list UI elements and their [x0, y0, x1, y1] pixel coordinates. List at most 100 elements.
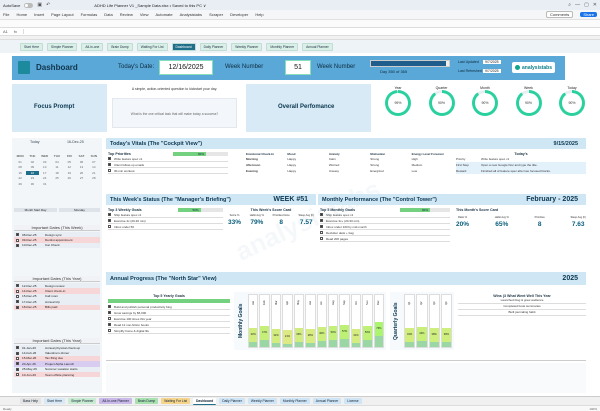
menu-automate[interactable]: Automate	[155, 12, 173, 17]
calendar-day[interactable]: 17	[43, 170, 47, 175]
checkbox[interactable]	[320, 213, 323, 216]
sheet-tab[interactable]: Start Here	[44, 398, 66, 404]
menu-page-layout[interactable]: Page Layout	[51, 12, 74, 17]
checklist-item[interactable]: 30-min workout	[108, 168, 228, 174]
checkbox[interactable]	[16, 284, 19, 288]
checkbox[interactable]	[16, 351, 19, 355]
checkbox[interactable]	[108, 317, 111, 320]
sheet-tab[interactable]: All-In-one Planner	[99, 398, 132, 404]
important-date-item[interactable]: 14-Dec-25 Client check-in	[14, 288, 100, 294]
calendar-day[interactable]: 24	[43, 176, 47, 180]
menu-scraper[interactable]: Scraper	[209, 12, 224, 17]
sheet-tab[interactable]: License	[344, 398, 362, 404]
checklist-item[interactable]: Client follow-up emails	[108, 162, 228, 168]
menu-file[interactable]: File	[3, 12, 10, 17]
emotion-value[interactable]: Low	[411, 169, 418, 173]
checkbox[interactable]	[108, 169, 111, 172]
minimize-icon[interactable]: —	[575, 2, 581, 8]
nav-all-in-one[interactable]: All-in-one	[81, 42, 104, 51]
calendar-day[interactable]: 29	[18, 181, 22, 186]
calendar-day[interactable]: 15	[18, 170, 22, 175]
emotion-value[interactable]: Calm	[328, 157, 336, 161]
checkbox[interactable]	[16, 373, 19, 377]
checkbox[interactable]	[16, 367, 19, 371]
checklist-item[interactable]: Exercise 4x (20-30 min)	[108, 218, 223, 224]
checklist-item[interactable]: Declutter desk + bag	[320, 230, 450, 236]
calendar-day[interactable]: 30	[30, 181, 35, 186]
emotion-value[interactable]: Happy	[287, 157, 297, 161]
checkbox[interactable]	[16, 300, 19, 304]
checklist-item[interactable]: Exercise 100 times this year	[108, 316, 230, 322]
checkbox[interactable]	[16, 356, 19, 360]
calendar-day[interactable]: 28	[92, 176, 96, 180]
calendar-day[interactable]: 22	[18, 176, 22, 180]
calendar-day[interactable]: 20	[79, 170, 84, 175]
calendar-day[interactable]: 10	[43, 165, 47, 169]
formula-input[interactable]	[23, 29, 597, 34]
nav-waiting-for[interactable]: Waiting For List	[136, 42, 168, 51]
todays-date-value[interactable]: 12/16/2025	[159, 60, 213, 75]
calendar-day[interactable]: 11	[55, 165, 59, 169]
important-date-item[interactable]: 15-Dec-25 Call mom	[14, 293, 100, 300]
calendar-day[interactable]: 12	[67, 165, 71, 169]
sheet-tab[interactable]: Brain Dump	[134, 398, 159, 404]
nav-monthly-planner[interactable]: Monthly Planner	[266, 42, 299, 51]
checkbox[interactable]	[16, 238, 19, 242]
emotion-value[interactable]: Happy	[287, 169, 297, 173]
calendar-day[interactable]: 04	[55, 159, 59, 164]
nav-daily-planner[interactable]: Daily Planner	[199, 42, 228, 51]
important-date-item[interactable]: 17-Dec-25 Annual trip	[14, 299, 100, 305]
sheet-tab[interactable]: Monthly Planner	[279, 398, 310, 404]
checkbox[interactable]	[108, 157, 111, 160]
checklist-item[interactable]: Read 12 non-fiction books	[108, 322, 230, 328]
sheet-tab[interactable]: Waiting For List	[161, 398, 191, 404]
important-date-item[interactable]: 20-Apr-26 Project Alpha Launch	[14, 361, 100, 367]
important-date-item[interactable]: 12-Dec-25 Design review	[14, 283, 100, 289]
comments-button[interactable]: Comments	[545, 11, 574, 18]
focus-answer[interactable]: What is the one critical task that will …	[112, 98, 237, 128]
important-notes-area[interactable]	[106, 363, 586, 393]
checkbox[interactable]	[16, 346, 19, 350]
checkbox[interactable]	[108, 163, 111, 166]
important-date-item[interactable]: 09-Dec-25 Dentist appointment	[14, 237, 100, 243]
checklist-item[interactable]: Inbox under 100 by mid-month	[320, 224, 450, 230]
calendar-day[interactable]	[75, 182, 87, 186]
month-start-value[interactable]: Monday	[59, 208, 100, 212]
calendar-day[interactable]: 16	[26, 170, 39, 175]
checklist-item[interactable]: Simplify home & digital life	[108, 328, 230, 334]
menu-developer[interactable]: Developer	[230, 12, 249, 17]
emotion-value[interactable]: Worried	[328, 163, 340, 167]
nav-weekly-planner[interactable]: Weekly Planner	[231, 42, 263, 51]
checkbox[interactable]	[108, 219, 111, 222]
calendar-day[interactable]: 02	[30, 159, 35, 164]
close-icon[interactable]: ✕	[592, 2, 597, 8]
checkbox[interactable]	[108, 213, 111, 216]
emotion-value[interactable]: Uneasy	[328, 169, 339, 173]
emotion-value[interactable]: Happy	[287, 163, 297, 167]
important-date-item[interactable]: 14-Feb-26 Valentine's dinner	[14, 350, 100, 356]
nav-dashboard[interactable]: Dashboard	[171, 42, 196, 51]
calendar-day[interactable]: 09	[30, 165, 35, 169]
calendar-day[interactable]: 06	[79, 159, 84, 164]
calendar-day[interactable]: 08	[18, 165, 22, 169]
checklist-item[interactable]: Inbox under 50	[108, 224, 223, 230]
checklist-item[interactable]: Ship feature spec v1	[320, 212, 450, 218]
important-date-item[interactable]: 10-Jun-26 Team offsite planning	[14, 371, 100, 378]
checklist-item[interactable]: Read 200 pages	[320, 236, 450, 242]
calendar-day[interactable]: 03	[43, 159, 47, 164]
important-date-item[interactable]: 18-Dec-25 Bills paid	[14, 304, 100, 310]
checklist-item[interactable]: Write feature spec v1	[108, 156, 228, 162]
nav-start-here[interactable]: Start Here	[20, 42, 44, 51]
search-icon[interactable]: ⌕	[568, 2, 572, 8]
nav-annual-planner[interactable]: Annual Planner	[302, 42, 333, 51]
sheet-tab[interactable]: Annual Planner	[312, 398, 342, 404]
calendar-day[interactable]: 19	[67, 170, 71, 175]
checkbox[interactable]	[16, 233, 19, 237]
checkbox[interactable]	[108, 329, 111, 332]
calendar-day[interactable]: 01	[18, 159, 22, 164]
menu-home[interactable]: Home	[16, 12, 28, 17]
checkbox[interactable]	[108, 311, 111, 314]
checklist-item[interactable]: Exercise 3x+ (20-30 min)	[320, 218, 450, 224]
week-number-value[interactable]: 51	[285, 60, 311, 75]
checkbox[interactable]	[16, 362, 19, 366]
